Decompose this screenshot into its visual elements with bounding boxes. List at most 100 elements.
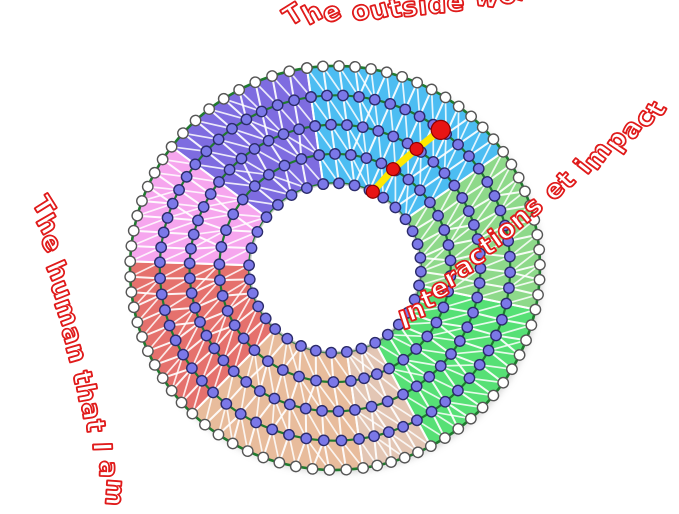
outer-rim-node[interactable] (131, 316, 144, 329)
outer-rim-node[interactable] (217, 92, 230, 105)
ring-node[interactable] (504, 266, 517, 279)
outer-rim-node[interactable] (289, 460, 302, 473)
outer-rim-node[interactable] (532, 288, 544, 301)
ring-node[interactable] (253, 385, 266, 397)
ring-node[interactable] (169, 334, 182, 347)
ring-node[interactable] (223, 163, 236, 176)
ring-node[interactable] (317, 434, 330, 447)
ring-node[interactable] (268, 392, 281, 405)
ring-node[interactable] (236, 193, 249, 206)
outer-rim-node[interactable] (165, 384, 178, 397)
ring-node[interactable] (368, 93, 381, 106)
outer-rim-node[interactable] (487, 133, 500, 146)
ring-node[interactable] (344, 375, 357, 387)
outer-rim-node[interactable] (249, 76, 262, 89)
ring-node[interactable] (200, 329, 213, 342)
ring-node[interactable] (445, 348, 457, 360)
outer-rim-node[interactable] (148, 166, 161, 179)
outer-rim-node[interactable] (385, 456, 397, 468)
ring-node[interactable] (221, 305, 234, 317)
ring-node[interactable] (467, 306, 479, 319)
ring-node[interactable] (401, 306, 414, 319)
ring-node[interactable] (248, 344, 261, 357)
ring-node[interactable] (408, 293, 421, 306)
ring-node[interactable] (262, 134, 275, 147)
ring-node[interactable] (488, 190, 501, 202)
ring-node[interactable] (333, 177, 345, 190)
ring-node[interactable] (327, 376, 340, 388)
outer-rim-node[interactable] (141, 345, 154, 358)
ring-node[interactable] (194, 316, 206, 328)
ring-node[interactable] (213, 274, 226, 287)
ring-node[interactable] (237, 332, 250, 345)
ring-node[interactable] (299, 402, 312, 415)
outer-rim-node[interactable] (528, 214, 541, 226)
outer-rim-node[interactable] (131, 209, 144, 222)
outer-rim-node[interactable] (141, 180, 154, 193)
outer-rim-node[interactable] (529, 303, 542, 316)
ring-node[interactable] (185, 242, 197, 255)
ring-node[interactable] (266, 423, 279, 436)
ring-node[interactable] (463, 150, 475, 163)
ring-node[interactable] (473, 247, 486, 260)
outer-rim-node[interactable] (506, 363, 518, 376)
ring-node[interactable] (200, 145, 213, 158)
ring-node[interactable] (442, 285, 455, 298)
ring-node[interactable] (358, 372, 370, 385)
ring-node[interactable] (340, 345, 353, 358)
ring-node[interactable] (255, 105, 268, 118)
ring-node[interactable] (384, 97, 397, 110)
ring-node[interactable] (348, 179, 361, 192)
ring-node[interactable] (283, 428, 295, 441)
outer-rim-node[interactable] (424, 440, 437, 453)
outer-rim-node[interactable] (323, 464, 336, 476)
outer-rim-node[interactable] (513, 349, 526, 361)
ring-node[interactable] (377, 191, 390, 204)
ring-node[interactable] (421, 330, 434, 343)
outer-rim-node[interactable] (464, 412, 477, 425)
ring-node[interactable] (234, 408, 247, 420)
ring-node[interactable] (248, 180, 261, 193)
ring-node[interactable] (332, 405, 345, 418)
ring-node[interactable] (389, 201, 402, 214)
outer-rim-node[interactable] (125, 286, 138, 298)
outer-rim-node[interactable] (524, 199, 537, 212)
ring-node[interactable] (243, 259, 255, 272)
ring-node[interactable] (335, 434, 348, 447)
ring-node[interactable] (189, 158, 202, 171)
ring-node[interactable] (195, 374, 208, 387)
ring-node[interactable] (155, 241, 168, 254)
outer-rim-node[interactable] (531, 228, 544, 241)
outer-rim-node[interactable] (177, 127, 189, 140)
ring-node[interactable] (430, 316, 443, 329)
ring-node[interactable] (413, 110, 426, 123)
ring-node[interactable] (288, 94, 300, 107)
outer-rim-node[interactable] (497, 145, 510, 158)
ring-node[interactable] (185, 287, 198, 300)
ring-node[interactable] (411, 238, 424, 251)
ring-node[interactable] (381, 328, 394, 341)
ring-node[interactable] (375, 157, 388, 170)
ring-node[interactable] (439, 395, 452, 408)
ring-node[interactable] (442, 239, 455, 251)
ring-node[interactable] (252, 300, 265, 313)
ring-node[interactable] (432, 209, 444, 222)
ring-node[interactable] (425, 405, 438, 418)
outer-rim-node[interactable] (533, 243, 546, 256)
ring-node[interactable] (438, 167, 451, 180)
ring-node[interactable] (325, 118, 337, 131)
ring-node[interactable] (163, 319, 176, 332)
ring-node[interactable] (173, 184, 185, 196)
ring-node[interactable] (155, 288, 168, 301)
ring-node[interactable] (423, 370, 436, 383)
outer-rim-node[interactable] (412, 446, 424, 459)
ring-node[interactable] (285, 189, 298, 201)
ring-node[interactable] (259, 312, 272, 325)
ring-node[interactable] (325, 346, 338, 359)
outer-rim-node[interactable] (487, 389, 500, 402)
ring-node[interactable] (494, 204, 507, 217)
ring-node[interactable] (271, 199, 284, 211)
ring-node[interactable] (452, 384, 464, 397)
ring-node[interactable] (490, 329, 502, 342)
ring-node[interactable] (240, 376, 253, 388)
